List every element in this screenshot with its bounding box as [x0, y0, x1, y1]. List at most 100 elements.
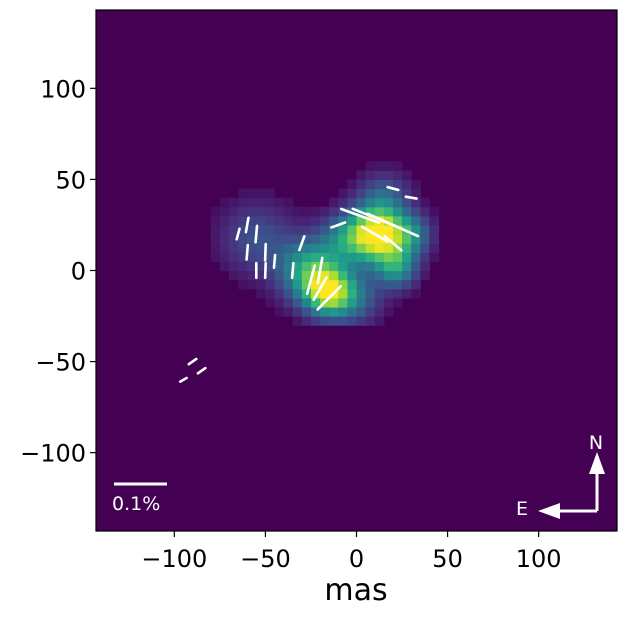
heat-cell — [210, 234, 221, 244]
heat-cell — [301, 270, 312, 281]
heat-cell — [383, 206, 394, 217]
heat-cell — [383, 197, 394, 208]
heat-cell — [292, 243, 303, 253]
polarization-vector — [298, 235, 306, 252]
x-tick-label: 50 — [432, 545, 463, 573]
heat-cell — [274, 306, 285, 317]
heat-cell — [283, 306, 294, 317]
heat-cell — [265, 224, 276, 235]
heat-cell — [356, 288, 367, 299]
x-tick-label: −100 — [141, 545, 207, 573]
heat-cell — [256, 224, 267, 235]
heat-cell — [283, 215, 294, 226]
heat-cell — [301, 234, 312, 244]
heat-cell — [383, 215, 394, 226]
heat-cell — [365, 252, 376, 262]
heat-cell — [420, 234, 430, 244]
polarization-vector — [272, 253, 277, 270]
heat-cell — [411, 261, 421, 272]
heat-cell — [292, 215, 303, 226]
heat-cell — [429, 224, 440, 235]
polarization-vector — [312, 276, 328, 302]
polarization-vector — [178, 376, 188, 383]
heat-cell — [310, 215, 321, 226]
heat-cell — [265, 279, 276, 290]
heat-cell — [338, 270, 348, 281]
y-tick-label: 0 — [71, 258, 86, 286]
heat-cell — [365, 224, 376, 235]
heat-cell — [256, 234, 267, 244]
heat-cell — [347, 279, 358, 290]
heat-cell — [228, 206, 239, 217]
heat-cell — [374, 179, 385, 190]
heat-cell — [329, 261, 339, 272]
polarization-vector — [245, 243, 250, 261]
heat-cell — [301, 215, 312, 226]
polarization-vector — [263, 261, 267, 280]
heat-cell — [238, 261, 248, 272]
heat-cell — [329, 252, 339, 262]
heat-cell — [329, 197, 339, 208]
polarization-vector — [196, 366, 207, 375]
heat-cell — [247, 206, 257, 217]
heat-cell — [356, 243, 367, 253]
heat-cell — [274, 197, 285, 208]
heat-cell — [392, 252, 403, 262]
heat-cell — [402, 252, 412, 262]
heat-cell — [356, 279, 367, 290]
heat-cell — [383, 170, 394, 181]
heat-cell — [265, 197, 276, 208]
heat-cell — [292, 306, 303, 317]
heat-cell — [238, 270, 248, 281]
heat-cell — [411, 252, 421, 262]
heat-cell — [383, 161, 394, 171]
heat-cell — [320, 234, 330, 244]
heat-cell — [301, 243, 312, 253]
heat-cell — [420, 215, 430, 226]
heat-cell — [329, 224, 339, 235]
heat-cell — [402, 215, 412, 226]
heat-cell — [356, 224, 367, 235]
heat-cell — [347, 197, 358, 208]
heat-cell — [292, 270, 303, 281]
heat-cell — [247, 279, 257, 290]
heat-cell — [265, 270, 276, 281]
heat-cell — [219, 197, 230, 208]
heat-cell — [320, 252, 330, 262]
heat-cell — [219, 215, 230, 226]
heat-cell — [320, 215, 330, 226]
heat-cell — [320, 270, 330, 281]
heat-cell — [228, 252, 239, 262]
heat-cell — [301, 261, 312, 272]
heat-cell — [320, 243, 330, 253]
heat-cell — [292, 206, 303, 217]
heat-cell — [374, 234, 385, 244]
heat-cell — [429, 252, 440, 262]
heat-cell — [365, 234, 376, 244]
heat-cell — [392, 188, 403, 199]
heat-cell — [274, 224, 285, 235]
heat-cell — [338, 288, 348, 299]
heat-cell — [392, 288, 403, 299]
heat-cell — [301, 316, 312, 326]
heat-cell — [292, 261, 303, 272]
heat-cell — [383, 243, 394, 253]
heat-cell — [365, 288, 376, 299]
heat-cell — [383, 179, 394, 190]
heat-cell — [411, 243, 421, 253]
heat-cell — [429, 206, 440, 217]
heat-cell — [365, 297, 376, 308]
heat-cell — [238, 279, 248, 290]
heat-cell — [338, 316, 348, 326]
heat-cell — [356, 234, 367, 244]
polarization-vector — [360, 225, 389, 243]
heat-cell — [283, 297, 294, 308]
heat-cell — [383, 188, 394, 199]
heat-cell — [374, 306, 385, 317]
polarization-vector — [254, 224, 259, 244]
heat-cell — [238, 188, 248, 199]
heat-cell — [265, 215, 276, 226]
heat-cell — [247, 215, 257, 226]
polarization-vectors — [178, 185, 420, 383]
